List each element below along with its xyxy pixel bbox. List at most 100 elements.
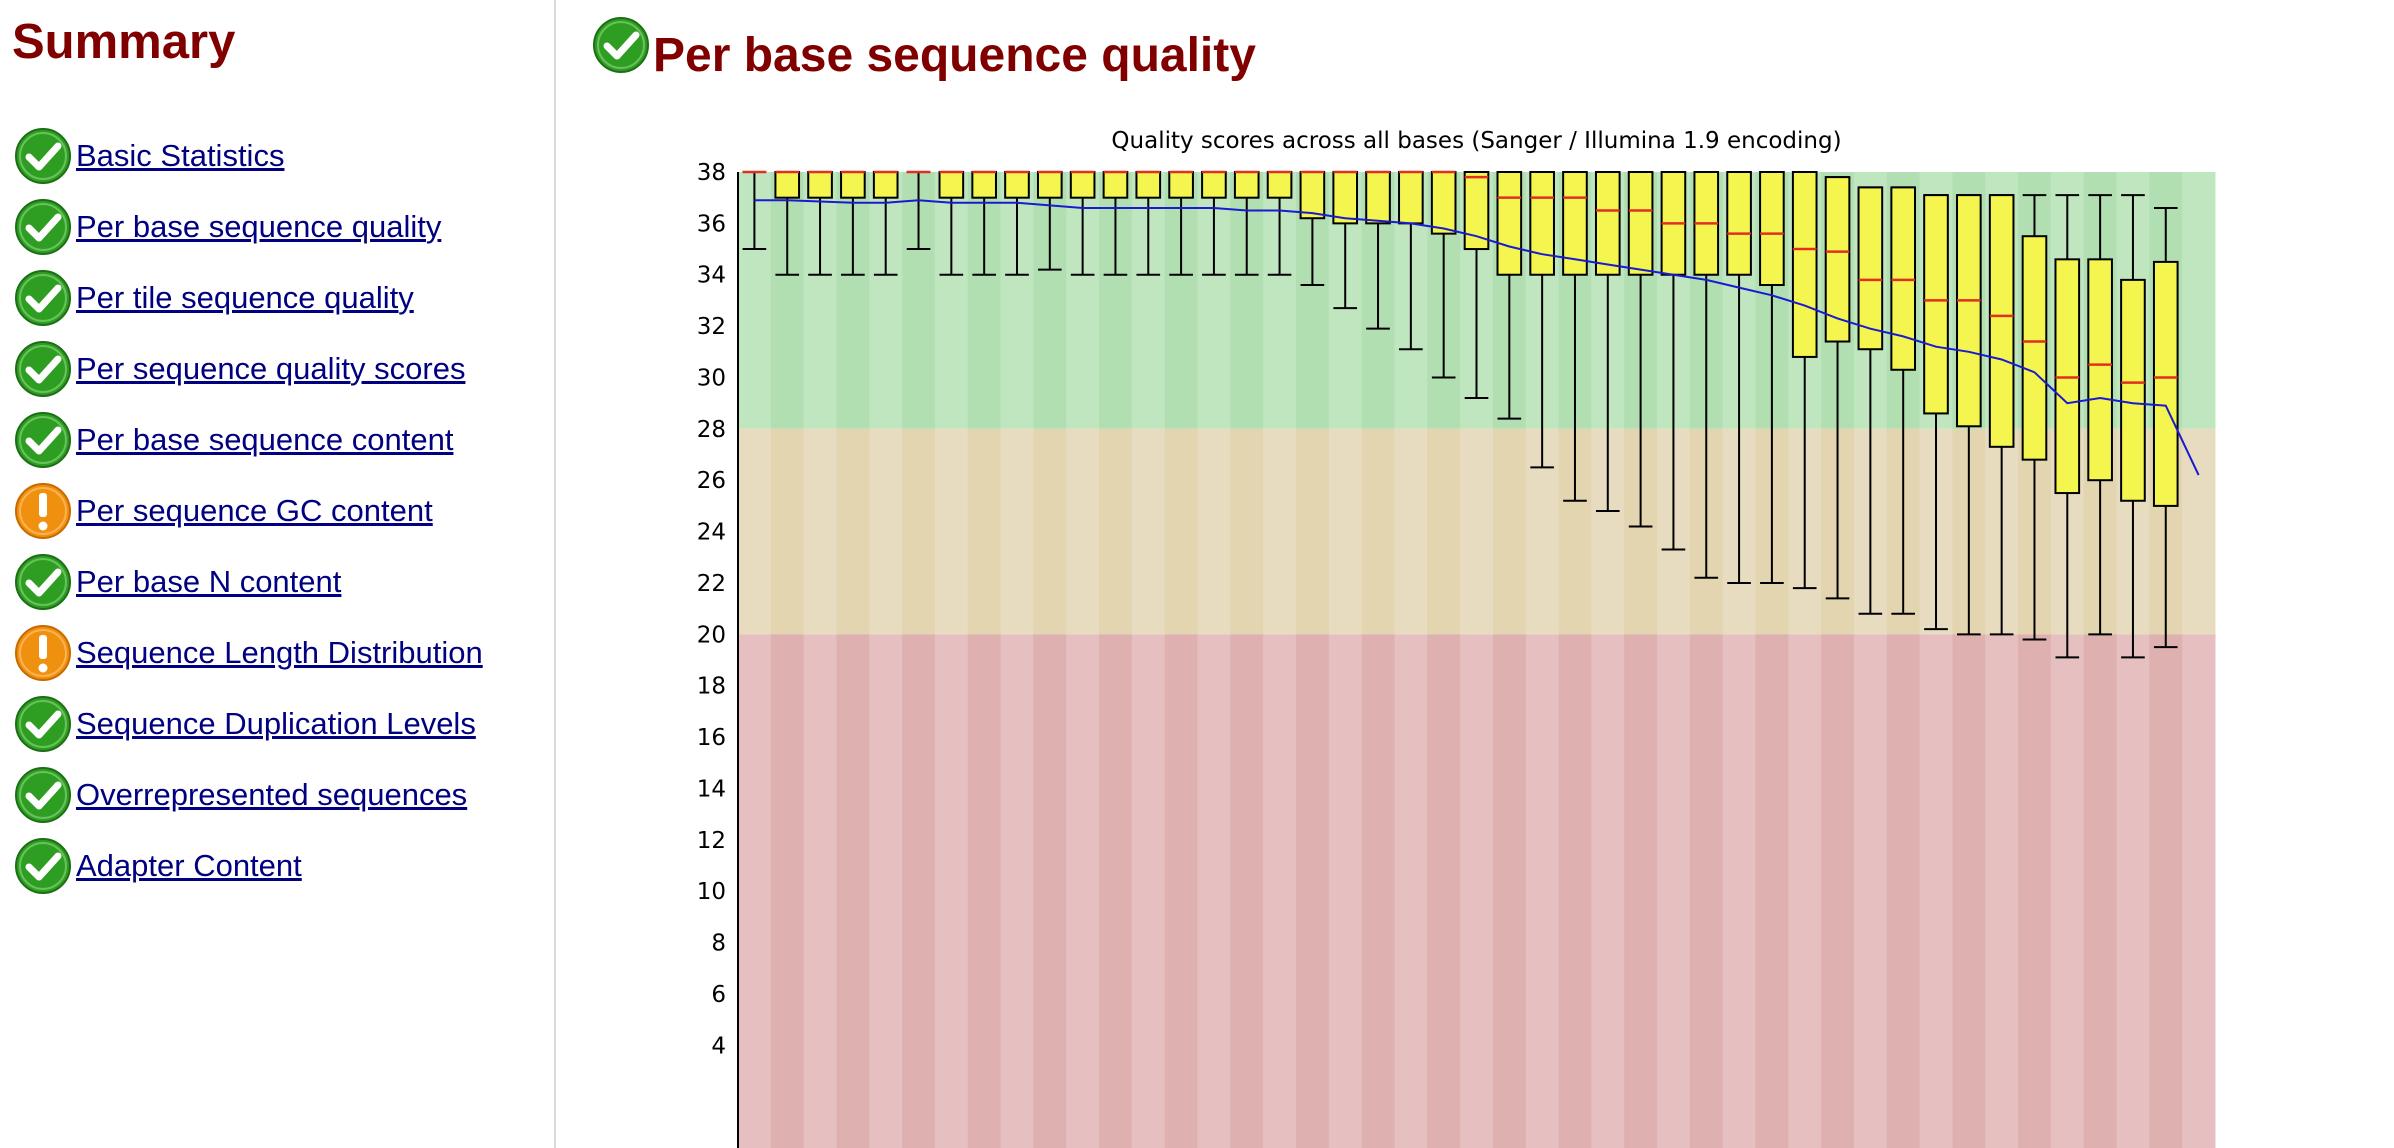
zone-band [934,428,969,635]
pass-check-icon [14,127,72,185]
quality-box [1266,171,1293,199]
sidebar-item: Per sequence quality scores [14,333,483,404]
zone-band [1263,634,1297,1148]
nav-link[interactable]: Adapter Content [76,847,302,883]
sidebar-item: Sequence Duplication Levels [14,688,483,759]
nav-link[interactable]: Per base sequence quality [76,208,442,244]
quality-box [1496,171,1523,276]
module-panel: Per base sequence quality 4 6 8 10 12 14 16 18 2… [558,0,2394,1148]
zone-band [1099,428,1133,635]
nav-link[interactable]: Per sequence GC content [76,492,433,528]
quality-box [1890,186,1917,371]
warning-icon [14,624,72,682]
y-tick-label: 16 [697,725,726,751]
quality-box [1004,171,1030,199]
zone-band [967,634,1002,1148]
zone-band [1230,428,1264,635]
sidebar-item: Per base sequence quality [14,191,483,262]
quality-box [1233,171,1260,199]
quality-box [1988,194,2015,448]
zone-band [836,634,870,1148]
zone-band [1000,634,1034,1148]
zone-band [1066,634,1100,1148]
zone-band [1460,634,1494,1148]
zone-band [902,428,936,635]
zone-band [770,428,805,635]
zone-band [2083,634,2118,1148]
quality-box [1791,171,1818,358]
zone-band [1033,428,1067,635]
y-tick-label: 34 [697,263,726,289]
zone-band [902,634,936,1148]
zone-band [1328,634,1363,1148]
quality-box [1069,171,1096,199]
pass-check-icon [592,16,650,74]
nav-link[interactable]: Sequence Length Distribution [76,634,483,670]
quality-box [1726,171,1752,276]
sidebar-item: Overrepresented sequences [14,759,483,830]
y-tick-label: 10 [697,879,726,905]
zone-band [1427,428,1461,635]
pass-check-icon [14,553,72,611]
quality-box [1857,186,1884,351]
zone-band [1821,634,1855,1148]
zone-band [1886,634,1921,1148]
pass-check-icon [14,695,72,753]
zone-band [1657,634,1691,1148]
zone-band [1131,428,1166,635]
zone-band [1689,634,1724,1148]
mean-quality-line [754,199,2200,476]
quality-box [1529,171,1555,276]
zone-band [1492,428,1527,635]
nav-link[interactable]: Per base N content [76,563,342,599]
quality-box [1956,194,1982,428]
sidebar-item: Per base N content [14,546,483,617]
zone-band [869,428,903,635]
quality-box [807,171,833,199]
nav-link[interactable]: Overrepresented sequences [76,776,468,812]
nav-link[interactable]: Per tile sequence quality [76,279,414,315]
zone-band [1164,428,1199,635]
y-tick-label: 18 [697,674,726,700]
quality-box [1102,171,1129,199]
quality-box [1759,171,1785,287]
quality-box [774,171,801,199]
zone-band [1197,428,1231,635]
zone-band [1591,634,1625,1148]
zone-band [967,428,1002,635]
y-tick-label: 22 [697,571,726,597]
y-tick-label: 14 [697,776,726,802]
zone-band [1230,634,1264,1148]
summary-sidebar: Summary Basic Statistics Per base sequenc… [0,0,556,1148]
zone-band [1427,634,1461,1148]
zone-band [1755,634,1789,1148]
zone-band [2116,634,2150,1148]
pass-check-icon [14,766,72,824]
zone-band [934,634,969,1148]
nav-link[interactable]: Per base sequence content [76,421,454,457]
quality-box [1398,171,1424,225]
zone-band [1099,634,1133,1148]
nav-link[interactable]: Basic Statistics [76,137,285,173]
nav-link[interactable]: Sequence Duplication Levels [76,705,476,741]
quality-box [840,171,866,199]
zone-band [2149,634,2183,1148]
y-tick-label: 26 [697,468,726,494]
quality-box [1036,171,1063,199]
nav-link[interactable]: Per sequence quality scores [76,350,466,386]
quality-box [1299,171,1326,220]
zone-band [1460,428,1494,635]
y-tick-label: 38 [697,160,726,186]
sidebar-item: Sequence Length Distribution [14,617,483,688]
quality-box [1430,171,1457,235]
zone-band [1985,634,2019,1148]
pass-check-icon [14,340,72,398]
zone-band [1394,428,1428,635]
zone-band [803,428,837,635]
zone-band [738,428,772,635]
zone-band [1361,428,1395,635]
quality-box [1365,171,1391,225]
zone-band [1788,634,1822,1148]
quality-box [1594,171,1621,276]
pass-check-icon [14,411,72,469]
